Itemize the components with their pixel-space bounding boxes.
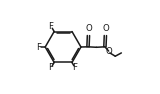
Text: O: O [106, 47, 112, 56]
Text: F: F [73, 63, 78, 72]
Text: F: F [49, 63, 54, 72]
Text: F: F [49, 22, 54, 31]
Text: O: O [102, 24, 109, 33]
Text: O: O [85, 24, 92, 33]
Text: F: F [37, 42, 42, 52]
